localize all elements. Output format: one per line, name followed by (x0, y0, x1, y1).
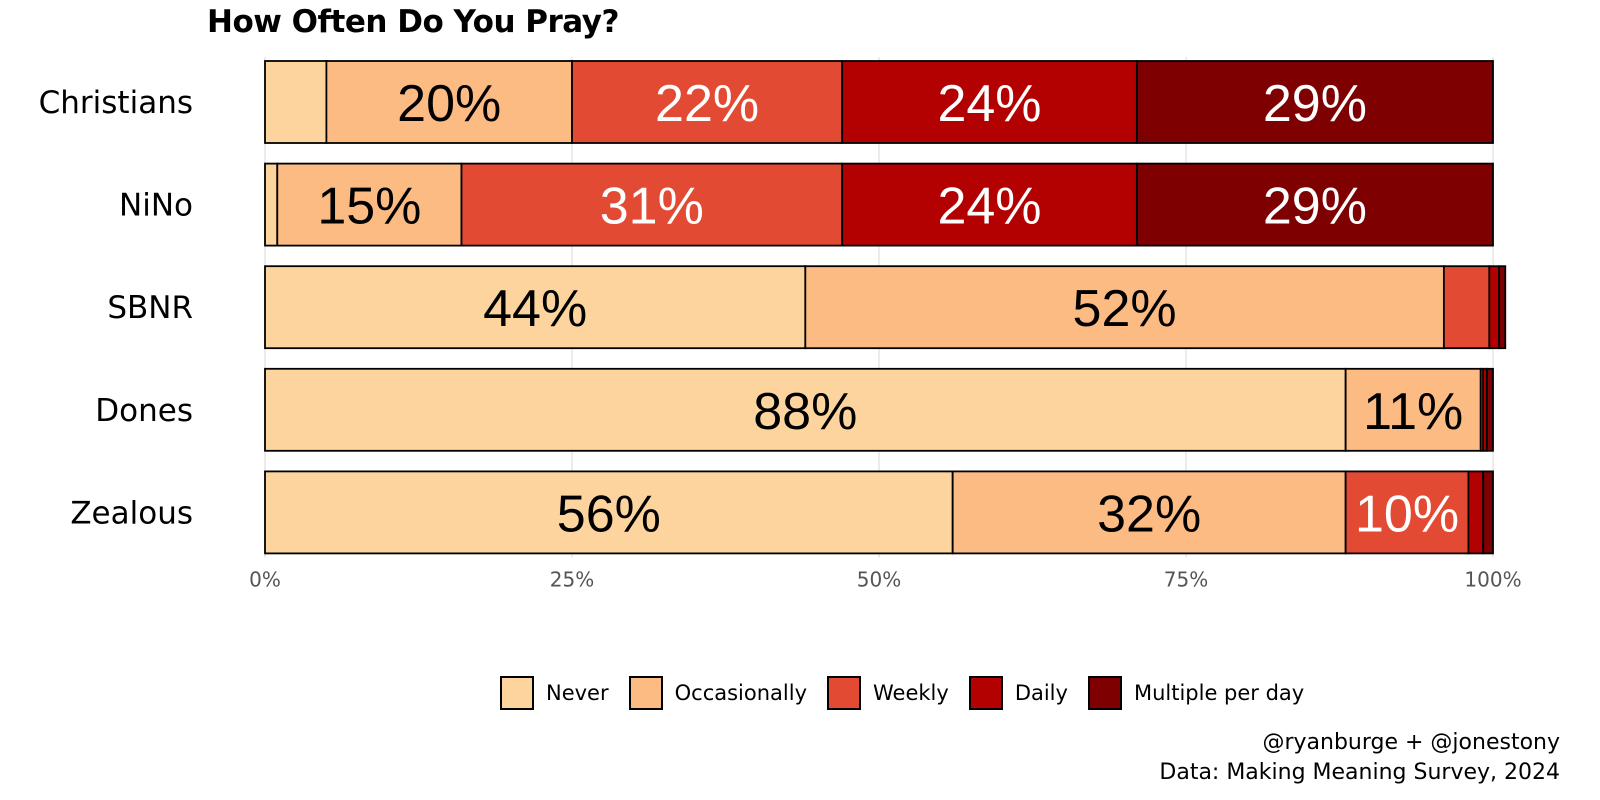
legend-swatch-occasionally (628, 676, 663, 710)
data-label-christians-weekly: 22% (655, 75, 759, 133)
chart-title: How Often Do You Pray? (207, 4, 619, 40)
x-tick-label-100: 100% (1464, 567, 1521, 591)
category-label-sbnr: SBNR (107, 290, 193, 326)
legend-label-multiple-per-day: Multiple per day (1133, 681, 1305, 705)
legend-item-daily: Daily (968, 676, 1068, 710)
bar-dones-never (264, 367, 1347, 452)
bar-christians-multiple-per-day (1135, 60, 1494, 144)
category-label-zealous: Zealous (70, 495, 193, 531)
category-label-christians: Christians (39, 85, 193, 121)
caption-source: Data: Making Meaning Survey, 2024 (1159, 760, 1560, 785)
bar-sbnr-never (264, 265, 807, 350)
data-label-sbnr-occasionally: 52% (1073, 280, 1177, 338)
legend-swatch-never (500, 676, 534, 710)
bar-christians-never (264, 60, 328, 144)
x-tick-label-75: 75% (1164, 567, 1208, 591)
bar-sbnr-daily (1488, 265, 1501, 350)
legend-swatch-multiple-per-day (1087, 676, 1122, 710)
bars: 20% 22% 24% 29% 15% 31% 24% 29% 44% 52% 88% 11% 56% 3… (264, 60, 1507, 555)
data-label-nino-weekly: 31% (600, 178, 704, 236)
bar-nino-daily (841, 162, 1138, 247)
caption-authors: @ryanburge + @jonestony (1262, 730, 1560, 755)
bar-nino-multiple-per-day (1135, 162, 1494, 247)
category-label-nino: NiNo (119, 188, 193, 224)
data-label-nino-daily: 24% (937, 178, 1041, 236)
bar-zealous-multiple-per-day (1482, 470, 1494, 555)
legend-label-occasionally: Occasionally (674, 681, 808, 705)
data-label-sbnr-never: 44% (483, 280, 587, 338)
legend-swatch-weekly (827, 676, 862, 710)
bar-sbnr-occasionally (804, 265, 1445, 350)
bar-zealous-daily (1467, 470, 1485, 555)
data-label-christians-daily: 24% (937, 75, 1041, 133)
x-tick-label-25: 25% (550, 567, 594, 591)
data-label-zealous-weekly: 10% (1355, 485, 1459, 543)
bar-nino-never (264, 162, 279, 247)
x-tick-label-50: 50% (857, 567, 901, 591)
legend-item-occasionally: Occasionally (628, 676, 808, 710)
bar-dones-occasionally (1344, 367, 1482, 452)
category-label-dones: Dones (95, 393, 193, 429)
data-label-christians-occasionally: 20% (397, 75, 501, 133)
bar-nino-occasionally (276, 162, 463, 247)
data-label-zealous-never: 56% (557, 485, 661, 543)
data-label-nino-multiple-per-day: 29% (1263, 178, 1367, 236)
bar-christians-occasionally (325, 60, 573, 144)
legend-swatch-daily (968, 676, 1003, 710)
bar-dones-multiple-per-day (1485, 367, 1494, 452)
bar-zealous-weekly (1344, 470, 1470, 555)
legend: Never Occasionally Weekly Daily Multiple… (500, 676, 1324, 710)
data-label-nino-occasionally: 15% (317, 178, 421, 236)
legend-label-daily: Daily (1014, 681, 1068, 705)
data-label-dones-occasionally: 11% (1363, 383, 1463, 441)
bar-sbnr-weekly (1442, 265, 1491, 350)
legend-item-never: Never (500, 676, 609, 710)
legend-label-weekly: Weekly (873, 681, 949, 705)
bar-sbnr-multiple-per-day (1498, 265, 1507, 350)
data-label-zealous-occasionally: 32% (1097, 485, 1201, 543)
bar-nino-weekly (460, 162, 844, 247)
x-axis-ticks: 0% 25% 50% 75% 100% (249, 567, 1521, 591)
data-label-christians-multiple-per-day: 29% (1263, 75, 1367, 133)
category-labels: Christians NiNo SBNR Dones Zealous (39, 85, 193, 531)
data-label-dones-never: 88% (753, 383, 857, 441)
legend-label-never: Never (546, 681, 609, 705)
legend-item-weekly: Weekly (827, 676, 949, 710)
caption: @ryanburge + @jonestony Data: Making Mea… (1159, 728, 1560, 788)
x-tick-label-0: 0% (249, 567, 281, 591)
legend-item-multiple-per-day: Multiple per day (1087, 676, 1305, 710)
